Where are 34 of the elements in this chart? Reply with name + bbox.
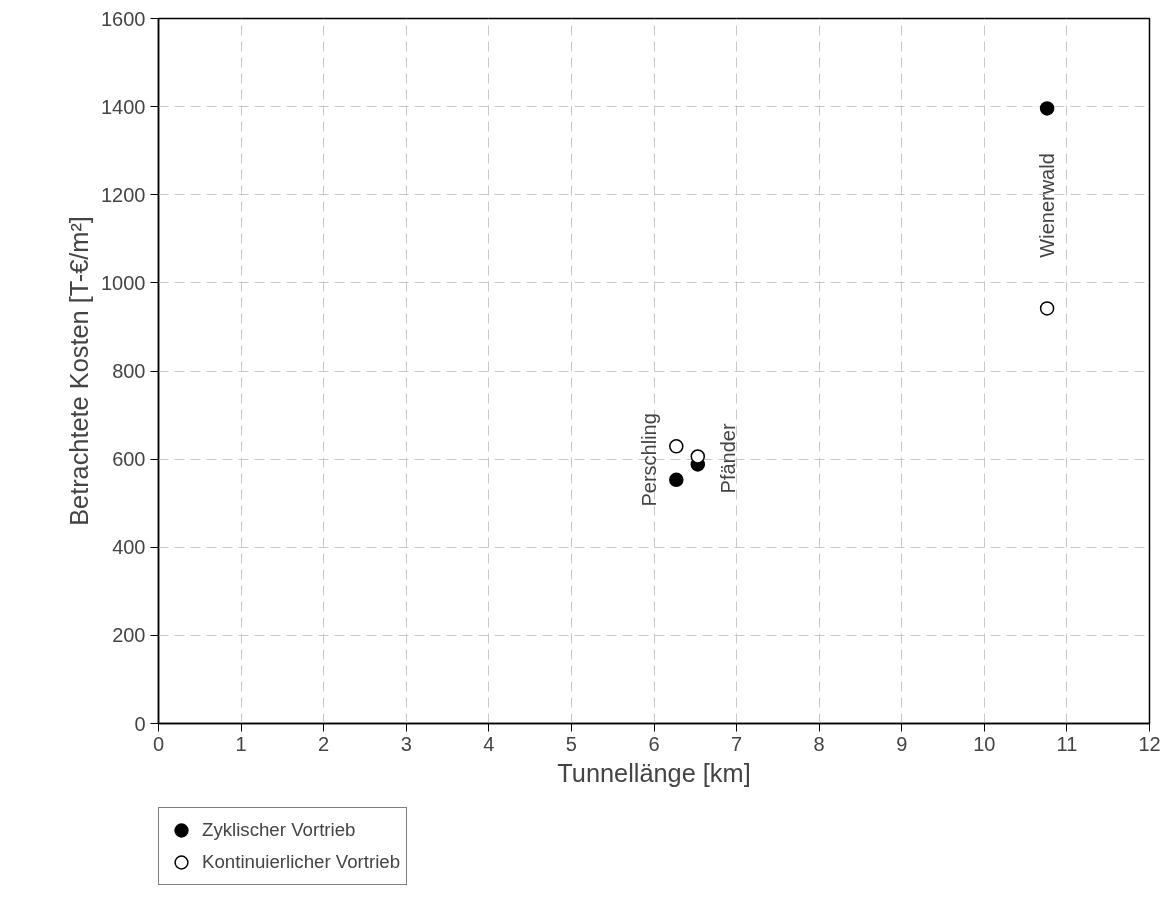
x-axis-title: Tunnellänge [km] [557, 758, 751, 787]
x-tick-label: 2 [318, 732, 330, 755]
x-tick-label: 3 [400, 732, 412, 755]
x-tick-label: 9 [896, 732, 908, 755]
x-tick-label: 12 [1138, 732, 1161, 755]
legend-label: Kontinuierlicher Vortrieb [202, 850, 401, 874]
annotation: Pfänder [716, 423, 739, 494]
y-tick-label: 400 [112, 536, 146, 559]
x-tick-label: 4 [483, 732, 495, 755]
y-tick-label: 0 [134, 712, 146, 735]
y-tick-label: 1600 [101, 7, 146, 30]
point [1039, 101, 1055, 116]
point [669, 472, 684, 488]
legend-label: Zyklischer Vortrieb [202, 818, 356, 842]
x-tick-label: 8 [813, 732, 825, 755]
x-tick-label: 7 [731, 732, 743, 755]
y-tick-label: 1400 [101, 95, 146, 118]
x-tick-label: 0 [152, 732, 165, 755]
annotation: Wienerwald [1036, 153, 1059, 258]
x-tick-label: 5 [565, 732, 577, 755]
y-tick-label: 800 [112, 360, 146, 382]
y-tick-label: 1200 [101, 183, 146, 206]
x-tick-label: 11 [1056, 732, 1078, 755]
annotation: Perschling [638, 413, 661, 507]
point [669, 439, 684, 454]
y-tick-label: 1000 [101, 271, 146, 294]
y-tick-label: 200 [112, 624, 146, 647]
x-tick-label: 6 [648, 732, 660, 755]
point [690, 449, 706, 464]
y-axis-title: Betrachtete Kosten [T-€/m²] [65, 216, 94, 526]
x-tick-label: 1 [235, 732, 247, 755]
x-tick-label: 10 [973, 732, 996, 755]
point [1039, 301, 1055, 316]
y-tick-label: 600 [112, 448, 146, 471]
